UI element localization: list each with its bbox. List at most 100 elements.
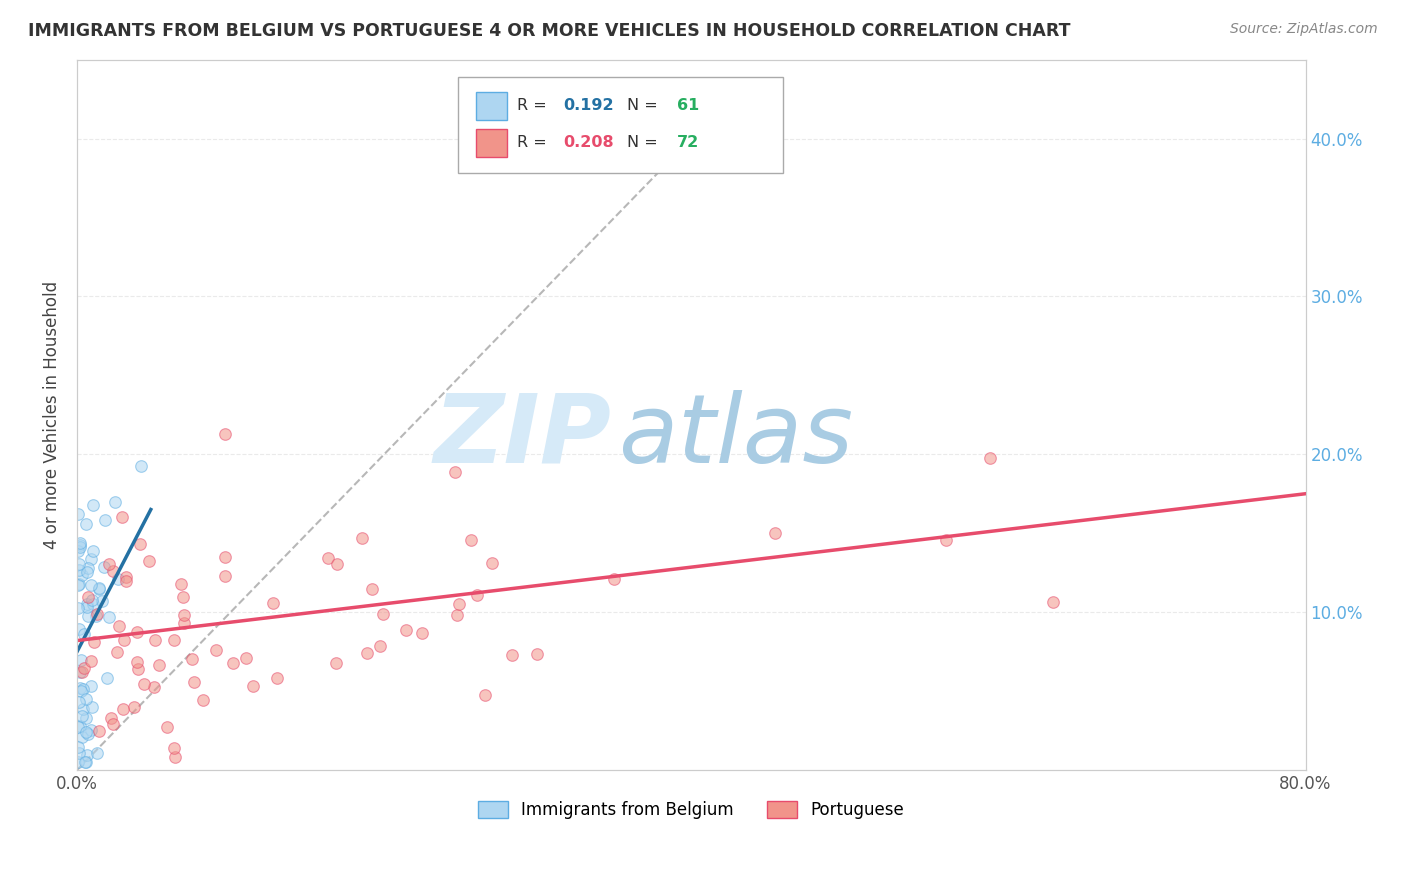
Legend: Immigrants from Belgium, Portuguese: Immigrants from Belgium, Portuguese	[471, 794, 911, 826]
Point	[77, 561, 100, 575]
Point	[86, 746, 108, 760]
Point	[76, 565, 98, 579]
Point	[156, 720, 179, 734]
Point	[114, 569, 136, 583]
Point	[214, 569, 236, 583]
Point	[134, 677, 156, 691]
FancyBboxPatch shape	[477, 128, 508, 157]
Point	[105, 645, 128, 659]
Point	[111, 509, 134, 524]
Point	[76, 597, 98, 611]
Point	[66, 544, 89, 558]
Point	[89, 724, 111, 739]
Point	[446, 607, 468, 622]
Point	[526, 648, 548, 662]
Point	[67, 695, 90, 709]
Text: Source: ZipAtlas.com: Source: ZipAtlas.com	[1230, 22, 1378, 37]
Point	[80, 679, 103, 693]
Point	[100, 710, 122, 724]
Point	[242, 679, 264, 693]
Text: ZIP: ZIP	[433, 390, 612, 483]
Point	[82, 543, 104, 558]
Point	[111, 702, 134, 716]
Point	[82, 498, 104, 512]
Y-axis label: 4 or more Vehicles in Household: 4 or more Vehicles in Household	[44, 281, 60, 549]
Point	[979, 451, 1001, 466]
Point	[80, 654, 103, 668]
Point	[70, 684, 93, 698]
Point	[183, 675, 205, 690]
Point	[326, 557, 349, 571]
Point	[173, 607, 195, 622]
Point	[143, 632, 166, 647]
Point	[66, 740, 89, 755]
Point	[80, 593, 103, 607]
Point	[443, 465, 465, 479]
Point	[129, 459, 152, 474]
Point	[163, 633, 186, 648]
Point	[75, 692, 97, 706]
Point	[80, 723, 103, 737]
Point	[763, 525, 786, 540]
Point	[69, 540, 91, 554]
Point	[75, 516, 97, 531]
Point	[76, 600, 98, 615]
Point	[76, 608, 98, 623]
Point	[66, 755, 89, 769]
Point	[449, 598, 471, 612]
Text: 0.208: 0.208	[564, 136, 614, 150]
Point	[67, 622, 90, 636]
Point	[163, 750, 186, 764]
Point	[66, 507, 89, 521]
Text: 0.192: 0.192	[564, 98, 614, 113]
Text: atlas: atlas	[617, 390, 852, 483]
Point	[460, 533, 482, 548]
Point	[108, 618, 131, 632]
Text: N =: N =	[627, 98, 664, 113]
Point	[67, 747, 90, 761]
Point	[127, 662, 149, 676]
Point	[350, 532, 373, 546]
Point	[173, 615, 195, 630]
Point	[128, 537, 150, 551]
Point	[143, 680, 166, 694]
Point	[235, 651, 257, 665]
Point	[125, 624, 148, 639]
Point	[101, 564, 124, 578]
Point	[361, 582, 384, 596]
Point	[70, 567, 93, 582]
Point	[69, 535, 91, 549]
Point	[148, 657, 170, 672]
Point	[97, 557, 120, 571]
Point	[83, 634, 105, 648]
Point	[90, 594, 112, 608]
Text: 72: 72	[676, 136, 699, 150]
Point	[82, 597, 104, 611]
Point	[67, 578, 90, 592]
Point	[69, 681, 91, 696]
Point	[87, 581, 110, 595]
Point	[73, 627, 96, 641]
Point	[69, 538, 91, 552]
Point	[67, 558, 90, 572]
Text: 61: 61	[676, 98, 699, 113]
Point	[101, 717, 124, 731]
Point	[214, 549, 236, 564]
Point	[77, 590, 100, 604]
Text: IMMIGRANTS FROM BELGIUM VS PORTUGUESE 4 OR MORE VEHICLES IN HOUSEHOLD CORRELATIO: IMMIGRANTS FROM BELGIUM VS PORTUGUESE 4 …	[28, 22, 1070, 40]
Point	[89, 582, 111, 596]
Point	[316, 551, 339, 566]
Point	[465, 588, 488, 602]
Point	[172, 590, 194, 604]
Point	[76, 748, 98, 763]
Point	[114, 574, 136, 588]
Point	[214, 426, 236, 441]
Point	[112, 632, 135, 647]
Point	[73, 661, 96, 675]
Point	[72, 665, 94, 679]
Point	[67, 601, 90, 615]
Point	[481, 556, 503, 570]
Point	[104, 495, 127, 509]
Point	[76, 727, 98, 741]
Point	[181, 651, 204, 665]
